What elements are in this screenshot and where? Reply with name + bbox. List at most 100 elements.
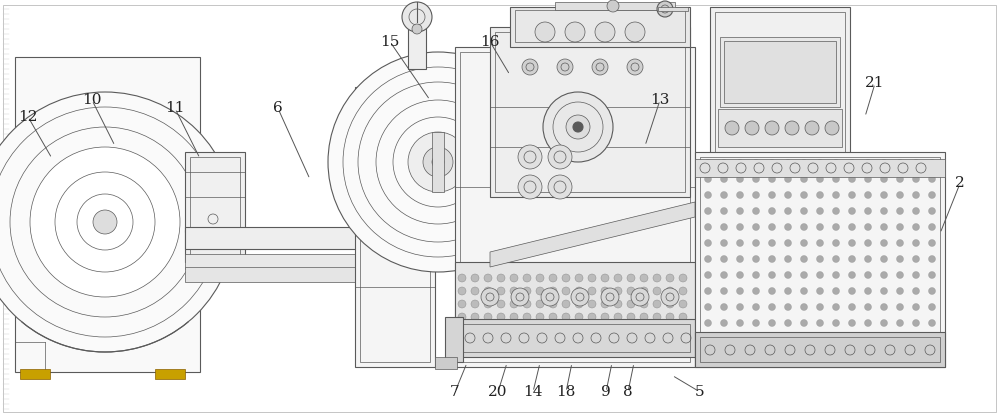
Circle shape	[784, 159, 792, 166]
Circle shape	[896, 191, 904, 198]
Bar	[355, 87, 435, 367]
Bar	[455, 47, 695, 367]
Bar	[715, 12, 845, 152]
Polygon shape	[70, 322, 140, 352]
Bar	[700, 157, 940, 362]
Circle shape	[575, 287, 583, 295]
Circle shape	[736, 271, 744, 279]
Circle shape	[704, 336, 712, 342]
Circle shape	[832, 208, 840, 214]
Circle shape	[471, 274, 479, 282]
Circle shape	[912, 352, 920, 359]
Circle shape	[497, 287, 505, 295]
Circle shape	[768, 176, 776, 183]
Circle shape	[588, 313, 596, 321]
Circle shape	[816, 336, 824, 342]
Circle shape	[848, 304, 856, 311]
Circle shape	[753, 239, 760, 246]
Circle shape	[864, 191, 872, 198]
Circle shape	[881, 239, 888, 246]
Text: 7: 7	[450, 385, 460, 399]
Circle shape	[768, 304, 776, 311]
Circle shape	[666, 300, 674, 308]
Circle shape	[928, 239, 936, 246]
Circle shape	[832, 176, 840, 183]
Bar	[658, 7, 688, 11]
Circle shape	[30, 147, 180, 297]
Circle shape	[471, 313, 479, 321]
Bar	[695, 332, 945, 367]
Bar	[718, 109, 842, 147]
Circle shape	[679, 313, 687, 321]
Circle shape	[864, 176, 872, 183]
Bar	[515, 10, 685, 42]
Circle shape	[881, 208, 888, 214]
Circle shape	[816, 159, 824, 166]
Bar	[408, 19, 426, 69]
Circle shape	[745, 121, 759, 135]
Circle shape	[816, 352, 824, 359]
Circle shape	[588, 274, 596, 282]
Circle shape	[535, 22, 555, 42]
Text: 12: 12	[18, 110, 38, 124]
Circle shape	[484, 287, 492, 295]
Circle shape	[800, 176, 808, 183]
Circle shape	[816, 191, 824, 198]
Circle shape	[588, 300, 596, 308]
Circle shape	[614, 313, 622, 321]
Circle shape	[832, 271, 840, 279]
Bar	[510, 7, 690, 47]
Circle shape	[768, 224, 776, 231]
Text: 14: 14	[523, 385, 543, 399]
Bar	[190, 157, 240, 227]
Circle shape	[607, 0, 619, 12]
Circle shape	[881, 287, 888, 294]
Text: 21: 21	[865, 76, 885, 90]
Circle shape	[848, 271, 856, 279]
Circle shape	[768, 159, 776, 166]
Circle shape	[784, 191, 792, 198]
Circle shape	[458, 287, 466, 295]
Bar	[495, 32, 685, 192]
Circle shape	[864, 304, 872, 311]
Circle shape	[832, 224, 840, 231]
Circle shape	[800, 256, 808, 262]
Circle shape	[912, 208, 920, 214]
Circle shape	[912, 304, 920, 311]
Circle shape	[511, 288, 529, 306]
Text: 15: 15	[380, 35, 400, 49]
Circle shape	[592, 59, 608, 75]
Circle shape	[522, 59, 538, 75]
Circle shape	[800, 239, 808, 246]
Circle shape	[549, 274, 557, 282]
Circle shape	[800, 336, 808, 342]
Circle shape	[575, 313, 583, 321]
Circle shape	[704, 271, 712, 279]
Circle shape	[881, 256, 888, 262]
Circle shape	[881, 304, 888, 311]
Circle shape	[832, 287, 840, 294]
Text: 2: 2	[955, 176, 965, 191]
Circle shape	[720, 271, 728, 279]
Circle shape	[768, 239, 776, 246]
Text: 13: 13	[650, 93, 670, 107]
Circle shape	[848, 336, 856, 342]
Bar	[432, 132, 444, 192]
Circle shape	[784, 352, 792, 359]
Circle shape	[848, 224, 856, 231]
Circle shape	[625, 22, 645, 42]
Circle shape	[928, 159, 936, 166]
Circle shape	[704, 191, 712, 198]
Bar	[710, 7, 850, 157]
Circle shape	[848, 159, 856, 166]
Circle shape	[768, 256, 776, 262]
Circle shape	[536, 274, 544, 282]
Circle shape	[928, 224, 936, 231]
Circle shape	[549, 287, 557, 295]
Circle shape	[565, 22, 585, 42]
Circle shape	[55, 172, 155, 272]
Circle shape	[832, 319, 840, 327]
Circle shape	[864, 239, 872, 246]
Circle shape	[800, 208, 808, 214]
Circle shape	[720, 208, 728, 214]
